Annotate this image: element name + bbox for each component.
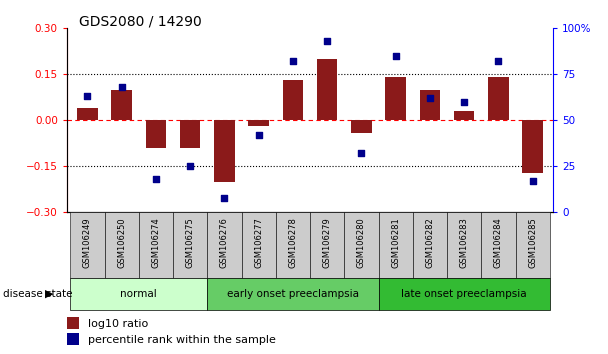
Bar — [420, 90, 440, 120]
Text: GSM106274: GSM106274 — [151, 217, 161, 268]
Point — [219, 195, 229, 200]
Text: normal: normal — [120, 289, 157, 299]
FancyBboxPatch shape — [207, 278, 379, 310]
FancyBboxPatch shape — [276, 212, 310, 278]
Point — [528, 178, 537, 184]
Bar — [67, 333, 78, 346]
FancyBboxPatch shape — [379, 212, 413, 278]
FancyBboxPatch shape — [71, 278, 207, 310]
Text: GSM106249: GSM106249 — [83, 217, 92, 268]
FancyBboxPatch shape — [105, 212, 139, 278]
Point — [322, 38, 332, 44]
FancyBboxPatch shape — [139, 212, 173, 278]
Bar — [146, 120, 166, 148]
Text: GSM106283: GSM106283 — [460, 217, 469, 268]
Text: GSM106275: GSM106275 — [185, 217, 195, 268]
Text: percentile rank within the sample: percentile rank within the sample — [88, 335, 276, 345]
Text: ▶: ▶ — [45, 289, 54, 299]
FancyBboxPatch shape — [71, 212, 105, 278]
Point — [425, 96, 435, 101]
Bar — [351, 120, 371, 133]
Text: GSM106277: GSM106277 — [254, 217, 263, 268]
Text: late onset preeclampsia: late onset preeclampsia — [401, 289, 527, 299]
FancyBboxPatch shape — [207, 212, 241, 278]
FancyBboxPatch shape — [516, 212, 550, 278]
Point — [460, 99, 469, 105]
Text: GSM106284: GSM106284 — [494, 217, 503, 268]
Text: GSM106250: GSM106250 — [117, 217, 126, 268]
Point — [151, 176, 161, 182]
FancyBboxPatch shape — [344, 212, 379, 278]
Text: disease state: disease state — [3, 289, 72, 299]
Text: GSM106282: GSM106282 — [426, 217, 435, 268]
Point — [288, 59, 298, 64]
Bar — [111, 90, 132, 120]
Bar — [317, 59, 337, 120]
Text: log10 ratio: log10 ratio — [88, 319, 148, 329]
Point — [185, 164, 195, 169]
Bar — [180, 120, 201, 148]
Bar — [77, 108, 98, 120]
Point — [357, 151, 367, 156]
Point — [117, 84, 126, 90]
FancyBboxPatch shape — [379, 278, 550, 310]
FancyBboxPatch shape — [413, 212, 447, 278]
Text: early onset preeclampsia: early onset preeclampsia — [227, 289, 359, 299]
FancyBboxPatch shape — [447, 212, 482, 278]
Bar — [454, 111, 474, 120]
Bar — [385, 78, 406, 120]
Text: GSM106280: GSM106280 — [357, 217, 366, 268]
Point — [254, 132, 263, 138]
Text: GSM106279: GSM106279 — [323, 217, 332, 268]
FancyBboxPatch shape — [173, 212, 207, 278]
FancyBboxPatch shape — [241, 212, 276, 278]
Point — [391, 53, 401, 59]
Text: GSM106285: GSM106285 — [528, 217, 537, 268]
Bar — [488, 78, 509, 120]
FancyBboxPatch shape — [482, 212, 516, 278]
Point — [494, 59, 503, 64]
Bar — [67, 317, 78, 329]
Bar — [283, 80, 303, 120]
FancyBboxPatch shape — [310, 212, 344, 278]
Text: GSM106281: GSM106281 — [391, 217, 400, 268]
Bar — [522, 120, 543, 172]
Bar — [214, 120, 235, 182]
Point — [83, 93, 92, 99]
Bar — [249, 120, 269, 126]
Text: GSM106278: GSM106278 — [288, 217, 297, 268]
Text: GSM106276: GSM106276 — [220, 217, 229, 268]
Text: GDS2080 / 14290: GDS2080 / 14290 — [79, 14, 202, 28]
